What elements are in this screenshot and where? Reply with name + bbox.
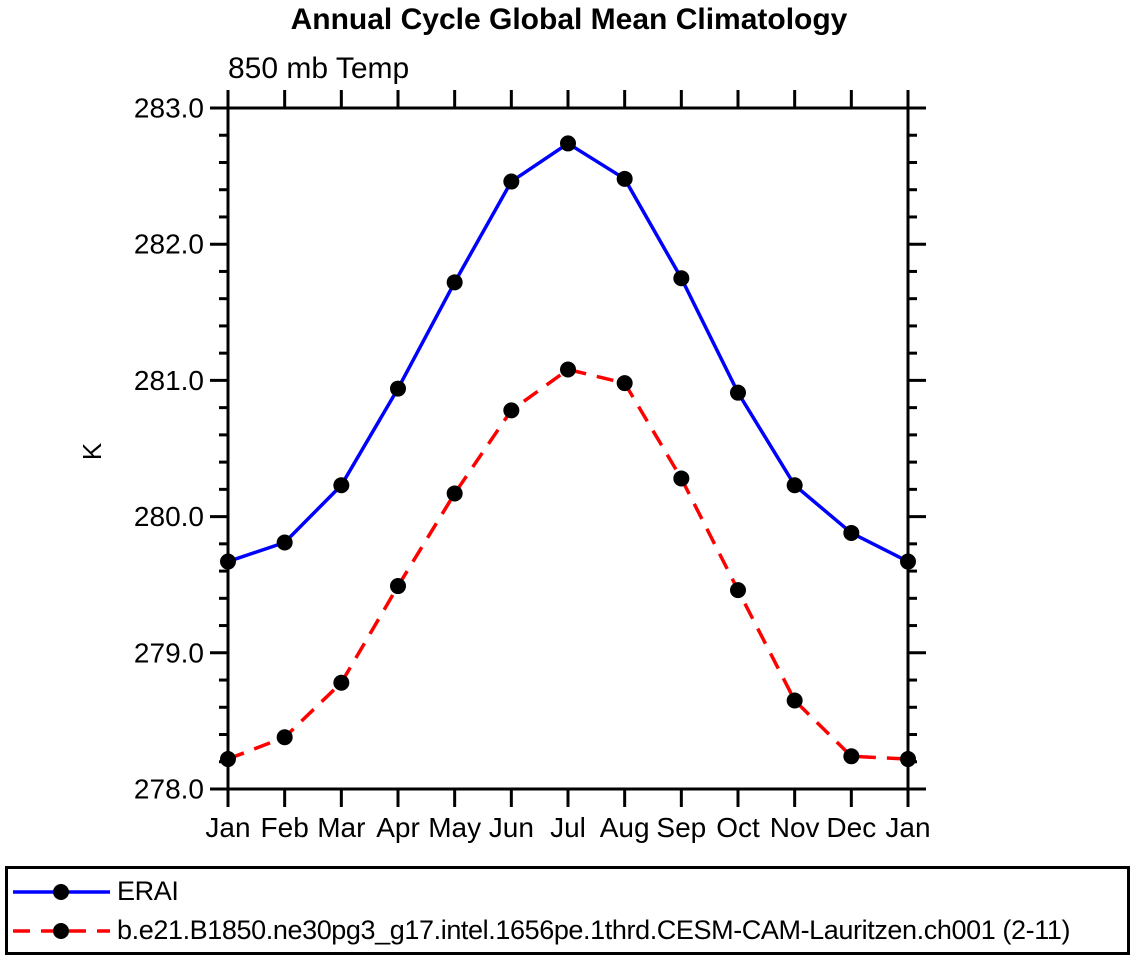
data-point-marker	[616, 375, 633, 392]
x-tick-label: Mar	[317, 812, 365, 843]
x-tick-label: Nov	[770, 812, 820, 843]
y-tick-label: 278.0	[134, 774, 204, 805]
data-point-marker	[276, 729, 293, 746]
legend-item: ERAI	[8, 872, 1127, 911]
x-tick-label: Sep	[656, 812, 706, 843]
data-point-marker	[786, 692, 803, 709]
data-point-marker	[333, 477, 350, 494]
y-tick-label: 280.0	[134, 501, 204, 532]
x-tick-label: Jun	[489, 812, 534, 843]
data-point-marker	[220, 751, 236, 768]
data-point-marker	[786, 477, 803, 494]
data-point-marker	[843, 524, 860, 541]
data-point-marker	[503, 402, 520, 419]
data-point-marker	[730, 384, 746, 401]
data-point-marker	[730, 582, 746, 599]
legend-label: ERAI	[117, 876, 179, 906]
chart-title: Annual Cycle Global Mean Climatology	[290, 3, 848, 36]
data-point-marker	[390, 578, 406, 595]
series-line-b-e21-b1850-ne30pg3-g17-	[227, 367, 909, 761]
y-tick-label: 281.0	[134, 365, 204, 396]
legend-sample-line	[13, 883, 110, 900]
data-point-marker	[446, 274, 463, 291]
data-point-marker	[900, 751, 916, 768]
x-tick-label: Jan	[205, 812, 250, 843]
data-point-marker	[673, 470, 690, 487]
legend: ERAI b.e21.B1850.ne30pg3_g17.intel.1656pe…	[5, 866, 1130, 955]
legend-marker-dot	[53, 922, 69, 939]
data-point-marker	[503, 173, 520, 190]
data-point-marker	[560, 135, 576, 152]
legend-item: b.e21.B1850.ne30pg3_g17.intel.1656pe.1th…	[8, 911, 1127, 950]
data-point-marker	[390, 380, 406, 397]
data-point-marker	[446, 485, 463, 502]
data-point-marker	[276, 534, 293, 551]
x-tick-label: Feb	[261, 812, 309, 843]
legend-rows: ERAI b.e21.B1850.ne30pg3_g17.intel.1656pe…	[8, 872, 1127, 950]
series-line-erai	[227, 141, 909, 564]
chart-subtitle: 850 mb Temp	[228, 52, 410, 85]
legend-label: b.e21.B1850.ne30pg3_g17.intel.1656pe.1th…	[117, 915, 1071, 945]
x-tick-label: Dec	[826, 812, 876, 843]
x-tick-label: Oct	[716, 812, 760, 843]
data-point-marker	[220, 553, 236, 570]
plot-area: Jan Feb Mar Apr May Jun Jul Aug Sep Oct Nov Dec Jan2…	[134, 90, 931, 843]
y-tick-label: 282.0	[134, 229, 204, 260]
legend-sample-line	[13, 922, 110, 939]
x-tick-label: Apr	[376, 812, 420, 843]
x-tick-label: Jul	[550, 812, 586, 843]
x-tick-label: Aug	[600, 812, 650, 843]
x-tick-label: May	[428, 812, 481, 843]
data-point-marker	[560, 361, 576, 378]
data-point-marker	[333, 674, 350, 691]
legend-marker-dot	[53, 883, 69, 900]
y-tick-label: 279.0	[134, 637, 204, 668]
data-point-marker	[900, 553, 916, 570]
data-point-marker	[843, 748, 860, 765]
data-point-marker	[673, 270, 690, 287]
data-point-marker	[616, 170, 633, 187]
y-tick-label: 283.0	[134, 93, 204, 124]
x-tick-label: Jan	[885, 812, 930, 843]
plot-frame	[226, 106, 910, 791]
